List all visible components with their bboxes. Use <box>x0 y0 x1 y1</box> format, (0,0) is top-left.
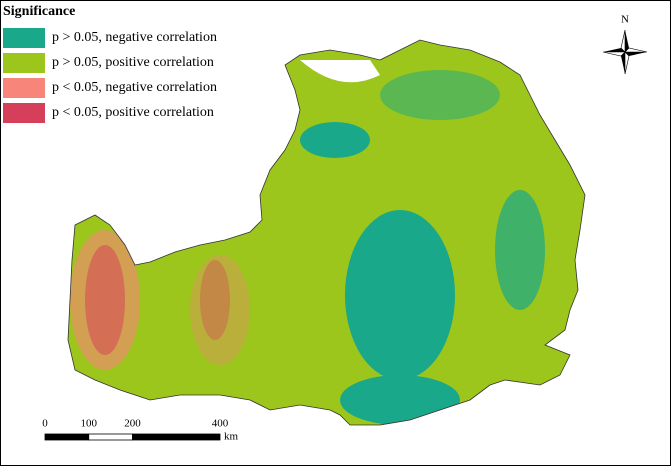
legend-title: Significance <box>3 4 75 19</box>
legend-label: p > 0.05, negative correlation <box>52 30 217 45</box>
scale-label: 400 <box>212 418 229 430</box>
legend-label: p < 0.05, negative correlation <box>52 80 217 95</box>
scale-segment <box>88 433 133 441</box>
boundary <box>67 39 586 426</box>
legend-label: p < 0.05, positive correlation <box>52 105 214 120</box>
north-arrow <box>602 29 648 75</box>
legend-swatch <box>3 28 45 48</box>
scale-label: 200 <box>124 418 141 430</box>
negative-area <box>380 70 500 120</box>
legend-label: p > 0.05, positive correlation <box>52 55 214 70</box>
scale-segment <box>132 433 221 441</box>
legend-swatch <box>3 53 45 73</box>
scale-label: 0 <box>42 418 48 430</box>
legend-swatch <box>3 78 45 98</box>
sig-positive-area <box>85 245 125 355</box>
negative-area <box>340 375 460 425</box>
north-label: N <box>621 14 629 26</box>
legend: p > 0.05, negative correlation p > 0.05, … <box>3 28 217 123</box>
negative-area <box>345 210 455 380</box>
negative-area <box>495 190 545 310</box>
no-data <box>300 60 380 83</box>
sig-positive-area <box>200 260 230 340</box>
scale-label: 100 <box>81 418 98 430</box>
negative-area <box>300 122 370 158</box>
legend-swatch <box>3 103 45 123</box>
sig-negative-area <box>190 255 250 365</box>
scale-unit: km <box>224 431 239 443</box>
scale-segment <box>44 433 90 441</box>
